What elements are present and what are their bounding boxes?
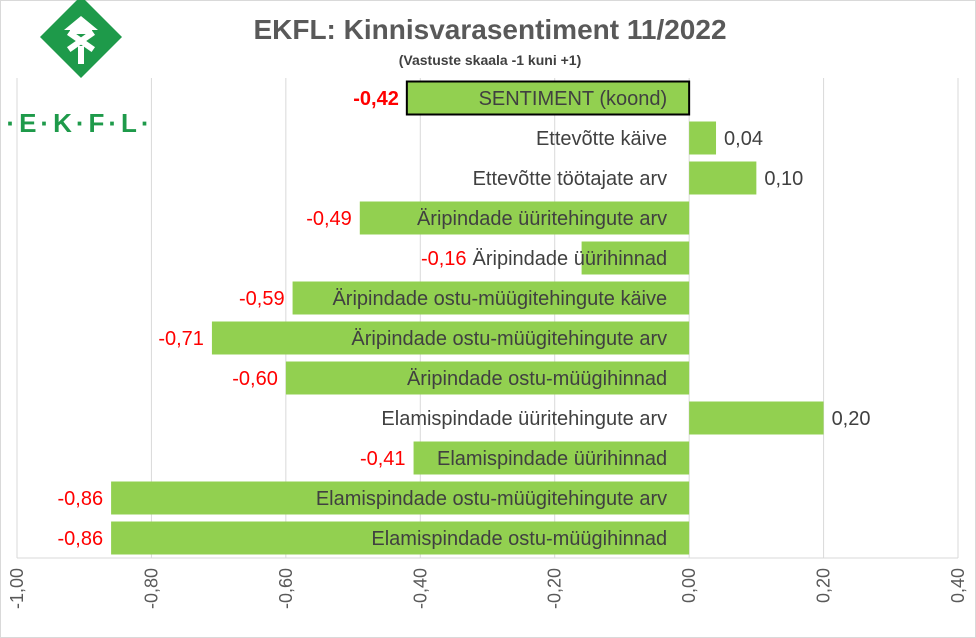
bar [413, 441, 690, 475]
bar [285, 361, 690, 395]
x-tick-label: 0,20 [814, 568, 834, 603]
x-tick-label: 0,40 [948, 568, 968, 603]
value-label: -0,16 [421, 248, 467, 270]
category-label: Äripindade üürihinnad [473, 248, 668, 270]
value-label: -0,49 [306, 208, 352, 230]
bar [689, 161, 757, 195]
value-label: 0,20 [832, 408, 871, 430]
ekfl-logo: ·E·K·F·L· [0, 0, 170, 150]
category-label: Elamispindade üürihinnad [437, 448, 667, 470]
bar [111, 521, 690, 555]
x-tick-label: -0,40 [410, 568, 430, 609]
bars: SENTIMENT (koond) -0,42 Ettevõtte käive 0,0… [58, 80, 871, 555]
value-label: -0,86 [58, 488, 104, 510]
bar [581, 241, 690, 275]
chart-title: EKFL: Kinnisvarasentiment 11/2022 [253, 14, 727, 45]
x-tick-label: -1,00 [7, 568, 27, 609]
bar [405, 80, 691, 116]
bar [689, 121, 717, 155]
logo-text: ·E·K·F·L· [6, 108, 153, 138]
category-label: Elamispindade ostu-müügitehingute arv [316, 488, 667, 510]
x-tick-label: -0,60 [276, 568, 296, 609]
category-label: Elamispindade ostu-müügihinnad [371, 528, 667, 550]
category-label: Äripindade ostu-müügitehingute arv [351, 328, 667, 350]
value-label: -0,60 [232, 368, 278, 390]
logo-emblem-icon [39, 0, 123, 79]
value-label: -0,41 [360, 448, 406, 470]
chart-subtitle: (Vastuste skaala -1 kuni +1) [398, 52, 582, 68]
x-axis: -1,00 -0,80 -0,60 -0,40 -0,20 0,00 0,20 0,40 [7, 557, 968, 609]
value-label: -0,59 [239, 288, 285, 310]
category-label: Ettevõtte töötajate arv [473, 168, 668, 190]
x-tick-label: 0,00 [679, 568, 699, 603]
bar [359, 201, 690, 235]
category-label: Äripindade üüritehingute arv [417, 208, 667, 230]
value-label: -0,86 [58, 528, 104, 550]
category-label: SENTIMENT (koond) [479, 88, 668, 110]
value-label: 0,04 [724, 128, 763, 150]
bar [211, 321, 690, 355]
gridlines [16, 78, 959, 558]
value-label: -0,42 [353, 88, 399, 110]
x-tick-label: -0,80 [141, 568, 161, 609]
category-label: Elamispindade üüritehingute arv [381, 408, 667, 430]
category-label: Ettevõtte käive [536, 128, 667, 150]
bar [689, 401, 824, 435]
category-label: Äripindade ostu-müügihinnad [407, 368, 667, 390]
bar [111, 481, 690, 515]
category-label: Äripindade ostu-müügitehingute käive [332, 288, 667, 310]
bar [292, 281, 690, 315]
x-tick-label: -0,20 [545, 568, 565, 609]
value-label: -0,71 [158, 328, 204, 350]
value-label: 0,10 [764, 168, 803, 190]
